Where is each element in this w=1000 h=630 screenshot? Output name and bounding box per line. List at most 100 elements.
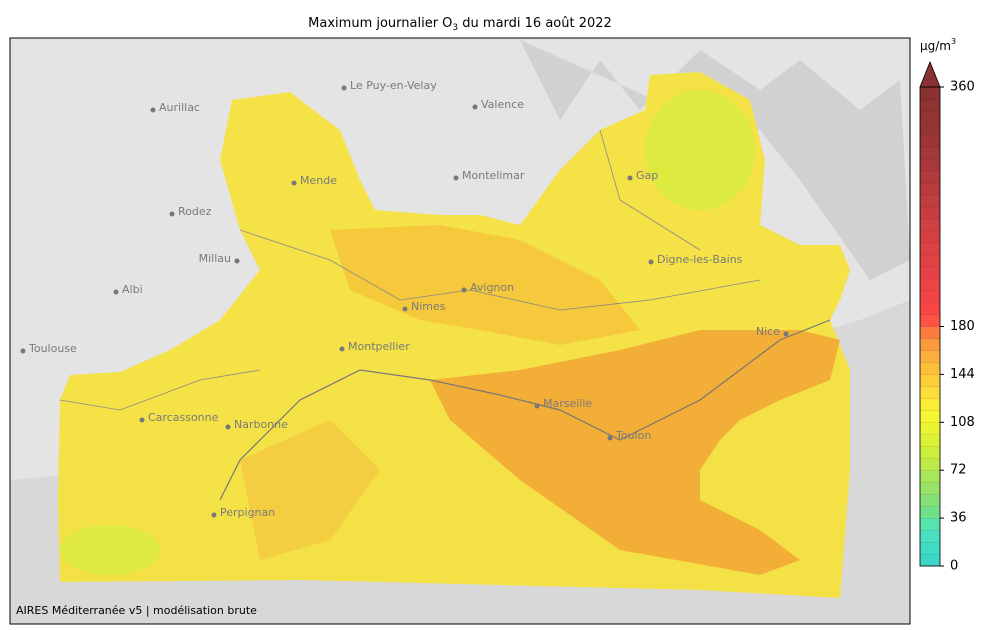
colorbar-band — [919, 86, 941, 100]
city-dot — [150, 107, 156, 113]
city-dot — [339, 346, 345, 352]
unit-text: µg/m — [920, 39, 951, 53]
title-subscript: 3 — [452, 23, 458, 33]
colorbar-band — [919, 350, 941, 363]
title-text: Maximum journalier O — [308, 16, 452, 31]
city-label: Nimes — [411, 300, 446, 313]
colorbar-band — [919, 529, 941, 543]
ozone-mid-sea — [240, 420, 380, 560]
colorbar-band — [919, 434, 941, 447]
city-label: Le Puy-en-Velay — [350, 79, 437, 92]
city-label: Valence — [481, 98, 524, 111]
colorbar-band — [919, 338, 941, 352]
colorbar-band — [919, 553, 941, 567]
colorbar-band — [919, 182, 941, 196]
colorbar-band — [919, 170, 941, 184]
city-dot — [402, 306, 408, 312]
city-dot — [627, 175, 633, 181]
city-dot — [783, 331, 789, 337]
city-dot — [113, 289, 119, 295]
colorbar-band — [919, 398, 941, 411]
city-dot — [534, 403, 540, 409]
city-label: Aurillac — [159, 101, 200, 114]
city-label: Mende — [300, 174, 337, 187]
colorbar-band — [919, 457, 941, 471]
city-dot — [648, 259, 654, 265]
colorbar-band — [919, 110, 941, 124]
colorbar-tick-label: 108 — [950, 415, 975, 430]
borders — [59, 129, 761, 411]
ozone-low-alps — [645, 90, 755, 210]
city-label: Millau — [199, 252, 231, 265]
colorbar: 0 36 72 108 144 180 360 — [919, 60, 975, 574]
footer: AIRES Méditerranée v5 | modélisation bru… — [16, 604, 257, 617]
colorbar-tick-label: 36 — [950, 511, 967, 526]
colorbar-band — [919, 254, 941, 268]
ozone-high-sea — [430, 330, 840, 575]
city-dot — [607, 435, 613, 441]
city-label: Toulouse — [28, 342, 77, 355]
colorbar-band — [919, 314, 941, 328]
colorbar-band — [919, 218, 941, 232]
colorbar-band — [919, 230, 941, 244]
colorbar-band — [919, 158, 941, 172]
city-label: Perpignan — [220, 506, 275, 519]
city-dot — [461, 287, 467, 293]
city-label: Nice — [756, 325, 780, 338]
colorbar-extension — [919, 60, 941, 88]
city-label: Albi — [122, 283, 143, 296]
colorbar-band — [919, 242, 941, 256]
city-label: Montpellier — [348, 340, 410, 353]
city-dot — [291, 180, 297, 186]
alps-relief — [520, 40, 910, 280]
colorbar-band — [919, 410, 941, 423]
city-dot — [234, 258, 240, 264]
colorbar-band — [919, 517, 941, 531]
title: Maximum journalier O3 du mardi 16 août 2… — [308, 16, 612, 33]
city-label: Rodez — [178, 205, 212, 218]
colorbar-band — [919, 374, 941, 387]
colorbar-band — [919, 266, 941, 280]
unit-superscript: 3 — [951, 37, 956, 46]
map-area: Aurillac Le Puy-en-Velay Valence Mende Monte… — [10, 38, 910, 624]
city-dot — [20, 348, 26, 354]
colorbar-tick-label: 144 — [950, 367, 975, 382]
colorbar-band — [919, 541, 941, 555]
colorbar-tick-label: 72 — [950, 463, 967, 478]
colorbar-band — [919, 206, 941, 220]
colorbar-band — [919, 362, 941, 375]
colorbar-band — [919, 194, 941, 208]
city-label: Marseille — [543, 397, 592, 410]
colorbar-band — [919, 422, 941, 435]
colorbar-tick-label: 0 — [950, 559, 958, 574]
city-dot — [453, 175, 459, 181]
colorbar-band — [919, 134, 941, 148]
coastline — [219, 319, 831, 501]
city-label: Montelimar — [462, 169, 525, 182]
city-dot — [472, 104, 478, 110]
city-dot — [169, 211, 175, 217]
colorbar-band — [919, 122, 941, 136]
colorbar-band — [919, 326, 941, 340]
city-label: Narbonne — [234, 418, 288, 431]
colorbar-band — [919, 493, 941, 507]
colorbar-tick-label: 360 — [950, 80, 975, 95]
city-dot — [225, 424, 231, 430]
colorbar-band — [919, 146, 941, 160]
colorbar-band — [919, 446, 941, 459]
colorbar-band — [919, 469, 941, 483]
cities: Aurillac Le Puy-en-Velay Valence Mende Monte… — [20, 79, 789, 519]
colorbar-band — [919, 505, 941, 519]
city-dot — [139, 417, 145, 423]
colorbar-band — [919, 302, 941, 316]
city-label: Avignon — [470, 281, 514, 294]
city-label: Carcassonne — [148, 411, 219, 424]
colorbar-unit: µg/m3 — [920, 37, 956, 53]
title-text: du mardi 16 août 2022 — [458, 16, 612, 31]
city-dot — [341, 85, 347, 91]
colorbar-band — [919, 278, 941, 292]
ozone-high-inland — [330, 225, 640, 345]
city-label: Digne-les-Bains — [657, 253, 743, 266]
city-label: Gap — [636, 169, 658, 182]
